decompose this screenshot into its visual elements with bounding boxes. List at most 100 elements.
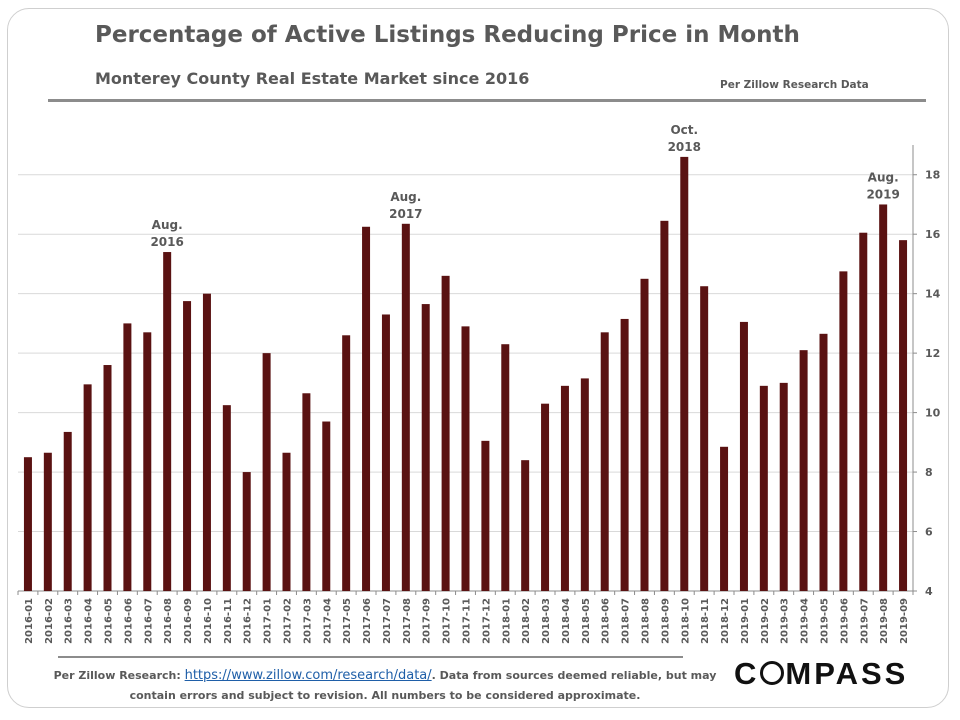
- bar: [302, 393, 311, 591]
- x-tick-label: 2019-08: [879, 598, 890, 644]
- bar: [222, 405, 231, 591]
- x-tick-label: 2017-07: [382, 598, 393, 644]
- x-tick-label: 2016-06: [123, 598, 134, 644]
- y-tick-label: 4: [925, 585, 933, 598]
- logo-text-c: C: [734, 656, 760, 691]
- bar: [879, 204, 888, 591]
- x-tick-label: 2017-01: [263, 598, 274, 644]
- bar: [779, 382, 788, 591]
- bar: [640, 278, 649, 591]
- bar: [362, 226, 371, 591]
- bar: [282, 452, 291, 591]
- bar: [481, 440, 490, 591]
- bar: [183, 301, 192, 591]
- x-tick-label: 2017-12: [481, 598, 492, 644]
- x-tick-label: 2018-07: [621, 598, 632, 644]
- y-tick-label: 12: [925, 347, 940, 360]
- x-tick-label: 2016-11: [223, 598, 234, 644]
- bar: [441, 275, 450, 591]
- x-tick-label: 2017-03: [302, 598, 313, 644]
- x-tick-label: 2019-01: [740, 598, 751, 644]
- bar: [680, 156, 689, 592]
- x-tick-label: 2019-04: [800, 598, 811, 644]
- bar: [401, 223, 410, 591]
- bar: [163, 252, 172, 592]
- bar: [759, 385, 768, 591]
- x-tick-label: 2018-08: [641, 598, 652, 644]
- x-tick-label: 2017-08: [402, 598, 413, 644]
- x-tick-label: 2016-08: [163, 598, 174, 644]
- x-tick-label: 2019-07: [859, 598, 870, 644]
- bar: [541, 403, 550, 591]
- x-tick-label: 2018-05: [581, 598, 592, 644]
- bar: [720, 446, 729, 591]
- bar: [63, 431, 72, 591]
- bar: [143, 332, 152, 591]
- chart-subtitle: Monterey County Real Estate Market since…: [95, 69, 530, 88]
- y-tick-label: 6: [925, 526, 933, 539]
- annotation-label: 2018: [668, 140, 701, 154]
- footer-divider: [58, 656, 683, 658]
- bar: [600, 332, 609, 591]
- bar: [620, 318, 629, 591]
- bar: [700, 286, 709, 591]
- bar: [819, 333, 828, 591]
- annotation-label: Aug.: [868, 170, 899, 184]
- annotation-label: 2019: [866, 187, 899, 201]
- y-tick-label: 8: [925, 466, 933, 479]
- bar: [83, 384, 92, 591]
- x-tick-label: 2016-04: [84, 598, 95, 644]
- x-tick-label: 2019-06: [839, 598, 850, 644]
- x-tick-label: 2019-03: [780, 598, 791, 644]
- x-tick-label: 2016-10: [203, 598, 214, 644]
- bar: [242, 472, 251, 591]
- bar: [660, 220, 669, 591]
- annotation-label: 2016: [150, 235, 183, 249]
- header-divider: [48, 99, 926, 102]
- bar: [560, 385, 569, 591]
- bar: [899, 240, 908, 591]
- x-tick-label: 2018-03: [541, 598, 552, 644]
- logo-o-ring: [760, 661, 785, 685]
- x-tick-label: 2018-09: [660, 598, 671, 644]
- bar: [859, 232, 868, 592]
- x-tick-label: 2017-10: [442, 598, 453, 644]
- x-tick-label: 2019-09: [899, 598, 910, 644]
- bar: [123, 323, 132, 591]
- x-tick-label: 2016-03: [64, 598, 75, 644]
- x-tick-label: 2018-01: [501, 598, 512, 644]
- x-tick-label: 2016-01: [24, 598, 35, 644]
- bar: [262, 353, 271, 591]
- y-tick-label: 10: [925, 407, 941, 420]
- bar: [839, 271, 848, 591]
- y-tick-label: 18: [925, 169, 940, 182]
- annotation-label: Aug.: [152, 218, 183, 232]
- x-tick-label: 2016-12: [243, 598, 254, 644]
- footer-line-2: contain errors and subject to revision. …: [129, 689, 641, 702]
- x-tick-label: 2017-09: [422, 598, 433, 644]
- x-tick-label: 2018-11: [700, 598, 711, 644]
- x-tick-label: 2018-04: [561, 598, 572, 644]
- zillow-research-link[interactable]: https://www.zillow.com/research/data/: [184, 668, 432, 683]
- bar: [421, 304, 430, 591]
- footer-line-1: Per Zillow Research: https://www.zillow.…: [40, 666, 730, 686]
- chart-title: Percentage of Active Listings Reducing P…: [95, 22, 800, 48]
- bar: [103, 365, 112, 591]
- bar: [739, 321, 748, 591]
- footer-text-after-link: . Data from sources deemed reliable, but…: [431, 669, 717, 682]
- bar: [501, 344, 510, 591]
- bar: [381, 314, 390, 591]
- footer-disclaimer: Per Zillow Research: https://www.zillow.…: [40, 666, 730, 706]
- source-note: Per Zillow Research Data: [720, 79, 869, 91]
- x-tick-label: 2019-02: [760, 598, 771, 644]
- annotation-label: Aug.: [390, 190, 421, 204]
- x-tick-label: 2019-05: [820, 598, 831, 644]
- bar: [461, 326, 470, 591]
- x-tick-label: 2018-12: [720, 598, 731, 644]
- x-tick-label: 2016-07: [143, 598, 154, 644]
- bar: [580, 378, 589, 591]
- x-tick-label: 2018-10: [680, 598, 691, 644]
- bar: [23, 457, 32, 591]
- x-tick-label: 2018-06: [601, 598, 612, 644]
